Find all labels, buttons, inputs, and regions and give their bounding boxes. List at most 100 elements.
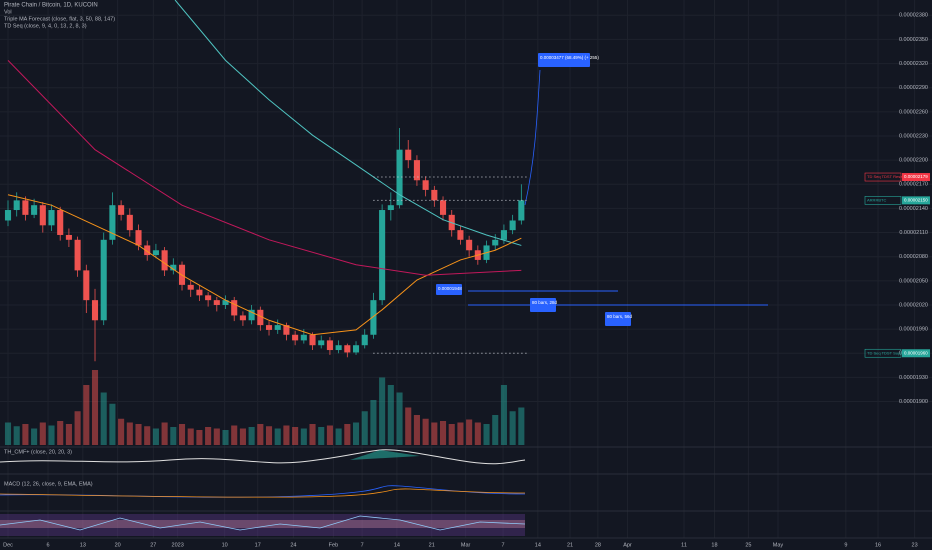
volume-bar xyxy=(474,422,481,445)
volume-bar xyxy=(335,428,342,445)
candle-body xyxy=(118,205,125,215)
x-tick-label: 11 xyxy=(681,542,687,548)
x-tick-label: 27 xyxy=(150,542,156,548)
volume-bar xyxy=(22,424,29,445)
price-tag xyxy=(902,173,930,182)
signal-line xyxy=(0,488,526,498)
level-tag xyxy=(864,172,902,182)
candle-body xyxy=(518,200,525,221)
volume-bar xyxy=(187,428,194,445)
volume-bar xyxy=(135,424,142,445)
candle-body xyxy=(161,250,168,271)
volume-bar xyxy=(65,424,72,445)
y-tick-label: 0.00002230 xyxy=(899,133,928,139)
chart-title: Pirate Chain / Bitcoin, 1D, KUCOIN xyxy=(4,3,98,9)
volume-bar xyxy=(500,385,507,445)
candle-body xyxy=(370,300,377,335)
candle-body xyxy=(100,239,107,321)
x-tick-label: 21 xyxy=(429,542,435,548)
candle-body xyxy=(413,160,420,181)
level-tag xyxy=(864,348,902,358)
x-tick-label: 20 xyxy=(115,542,121,548)
oscillator-band xyxy=(0,520,525,528)
y-tick-label: 0.00002140 xyxy=(899,206,928,212)
candle-body xyxy=(457,230,464,240)
volume-bar xyxy=(109,403,116,445)
candle-body xyxy=(500,230,507,240)
volume-bar xyxy=(152,428,159,445)
x-tick-label: 17 xyxy=(255,542,261,548)
volume-bar xyxy=(370,400,377,445)
x-tick-label: 6 xyxy=(46,542,49,548)
forecast-curve xyxy=(524,69,541,206)
volume-bar xyxy=(466,419,473,445)
oscillator-line xyxy=(0,515,526,531)
x-tick-label: Dec xyxy=(3,542,13,548)
volume-bar xyxy=(361,411,368,445)
y-tick-label: 0.00002380 xyxy=(899,13,928,19)
volume-bar xyxy=(39,422,46,445)
y-tick-label: 0.00002020 xyxy=(899,302,928,308)
candle-body xyxy=(492,239,499,246)
x-tick-label: 7 xyxy=(361,542,364,548)
moving-average xyxy=(7,194,522,336)
x-tick-label: 16 xyxy=(875,542,881,548)
y-tick-label: 0.00002200 xyxy=(899,158,928,164)
level-name: TD Seq TDST Resistance xyxy=(867,174,914,179)
volume-bar xyxy=(239,428,246,445)
candle-body xyxy=(257,309,264,326)
indicator-label: Triple MA Forecast (close, flat, 3, 50, … xyxy=(4,16,115,22)
volume-bar xyxy=(231,425,238,445)
x-tick-label: Mar xyxy=(461,542,471,548)
candle-body xyxy=(344,345,351,353)
volume-bar xyxy=(405,407,412,445)
x-tick-label: 21 xyxy=(567,542,573,548)
annotation: 0.00003477 (68.49%) (+ 255) xyxy=(540,55,599,60)
volume-bar xyxy=(83,385,90,445)
candle-body xyxy=(109,205,116,240)
y-tick-label: 0.00002050 xyxy=(899,278,928,284)
volume-bar xyxy=(257,424,264,445)
volume-bar xyxy=(248,427,255,445)
candle-body xyxy=(65,234,72,240)
candle-body xyxy=(4,210,12,221)
x-tick-label: 14 xyxy=(394,542,400,548)
pane-label: MACD (12, 26, close, 9, EMA, EMA) xyxy=(4,481,93,487)
volume-bar xyxy=(274,428,281,445)
volume-bar xyxy=(265,426,273,445)
annotation: 80 bars, 56d xyxy=(607,314,633,319)
moving-average xyxy=(174,0,522,246)
volume-bar xyxy=(161,422,168,445)
x-tick-label: 9 xyxy=(844,542,847,548)
price-tag-label: 0.00001960 xyxy=(904,350,928,355)
volume-bar xyxy=(100,392,107,445)
volume-bar xyxy=(283,425,290,445)
candle-body xyxy=(196,289,203,296)
forecast-box xyxy=(538,53,590,67)
volume-bar xyxy=(483,424,490,445)
volume-bar xyxy=(4,422,12,445)
candle-body xyxy=(248,309,255,321)
candle-body xyxy=(91,300,99,321)
volume-bar xyxy=(318,427,325,445)
price-tag-label: 0.00002150 xyxy=(904,198,928,203)
volume-bar xyxy=(196,430,203,445)
x-tick-label: Feb xyxy=(329,542,338,548)
y-tick-label: 0.00002110 xyxy=(899,230,928,236)
candle-body xyxy=(431,189,438,201)
volume-bar xyxy=(170,427,177,445)
price-tag xyxy=(902,349,930,358)
candle-body xyxy=(292,334,299,341)
candle-body xyxy=(39,205,46,226)
volume-bar xyxy=(509,411,516,445)
volume-bar xyxy=(213,428,220,445)
candle-body xyxy=(170,264,177,271)
candle-body xyxy=(439,200,447,215)
volume-bar xyxy=(344,424,351,445)
volume-bar xyxy=(205,427,212,445)
volume-bar xyxy=(431,422,438,445)
indicator-label: TD Seq (close, 9, 4, 0, 13, 2, 8, 3) xyxy=(4,23,87,29)
x-tick-label: 7 xyxy=(502,542,505,548)
volume-bar xyxy=(448,424,455,445)
x-tick-label: 23 xyxy=(912,542,918,548)
